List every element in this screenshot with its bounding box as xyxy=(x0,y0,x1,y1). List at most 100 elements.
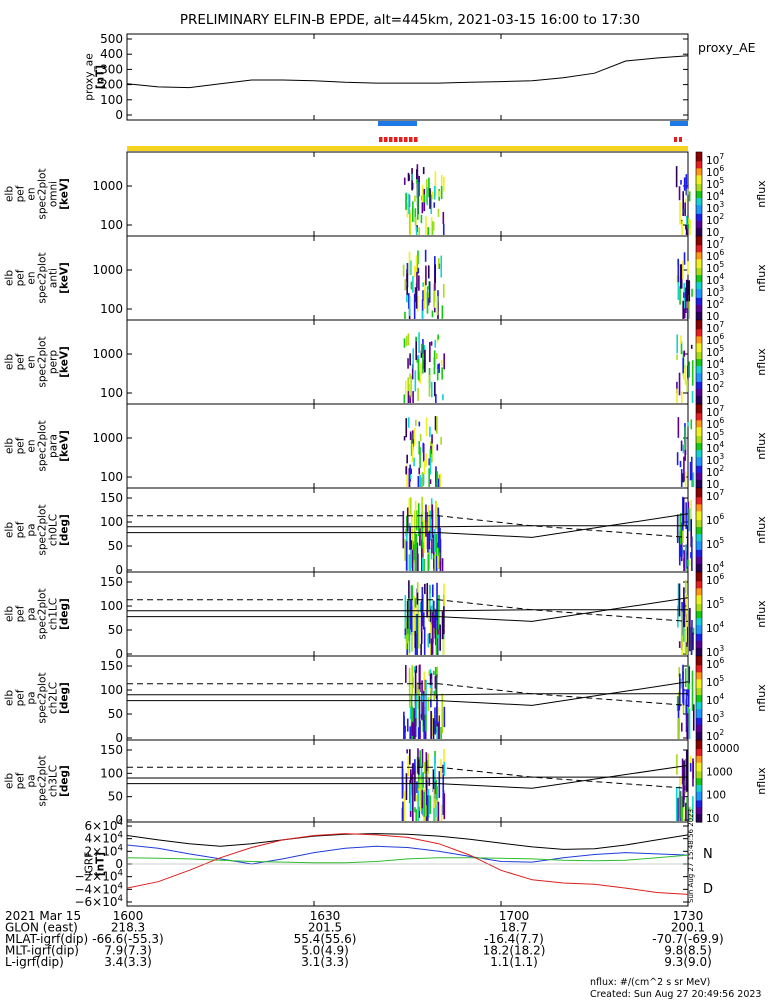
spectro-cell xyxy=(443,761,446,776)
y-axis-label: en xyxy=(26,187,38,200)
spectro-cell xyxy=(679,776,681,786)
colorbar-cell xyxy=(696,260,702,263)
spectro-cell xyxy=(684,544,687,571)
spectro-cell xyxy=(408,598,410,641)
colorbar-cell xyxy=(696,313,702,316)
colorbar-tick-label: 102 xyxy=(706,728,724,743)
colorbar-cell xyxy=(696,614,702,617)
colorbar-cell xyxy=(696,684,702,687)
spectro-cell xyxy=(409,526,411,551)
colorbar-cell xyxy=(696,458,702,461)
colorbar-cell xyxy=(696,650,702,654)
spectro-cell xyxy=(679,201,681,225)
colorbar-cell xyxy=(696,696,702,699)
spectro-cell xyxy=(423,720,425,739)
spectro-cell xyxy=(436,666,439,678)
spectro-cell xyxy=(409,474,412,479)
panel-frame xyxy=(126,151,689,237)
spectro-cell xyxy=(433,534,435,569)
colorbar-cell xyxy=(696,155,702,158)
pa-overlay-line xyxy=(127,681,689,706)
spectro-cell xyxy=(685,552,688,569)
spectro-cell xyxy=(437,334,440,340)
spectro-cell xyxy=(410,260,412,275)
spectro-cell xyxy=(690,456,693,480)
spectro-cell xyxy=(430,524,433,533)
spectro-cell xyxy=(413,607,416,633)
spectro-cell xyxy=(413,457,415,467)
colorbar-cell xyxy=(696,188,702,192)
y-tick-label: 100 xyxy=(100,515,123,529)
colorbar-cell xyxy=(696,269,702,272)
colorbar-cell xyxy=(696,664,702,668)
spectro-cell xyxy=(683,177,686,191)
colorbar-cell xyxy=(696,467,702,470)
spectro-cell xyxy=(688,666,691,684)
spectro-cell xyxy=(428,458,431,466)
colorbar-cell xyxy=(696,355,702,358)
spectro-cell xyxy=(443,748,445,763)
spectro-cell xyxy=(421,299,424,319)
colorbar-cell xyxy=(696,796,702,799)
spectro-cell xyxy=(421,521,424,549)
colorbar-cell xyxy=(696,733,702,736)
spectro-cell xyxy=(678,514,681,542)
spectro-cell xyxy=(690,419,693,430)
colorbar-cell xyxy=(696,666,702,669)
y-axis-label: ch1LC xyxy=(48,598,60,630)
colorbar-cell xyxy=(696,293,702,297)
y-axis-label: [nT] xyxy=(95,65,107,89)
spectro-cell xyxy=(434,675,437,689)
colorbar-cell xyxy=(696,765,702,768)
spectro-cell xyxy=(441,611,444,640)
spectro-cell xyxy=(416,181,419,206)
spectro-cell xyxy=(682,300,684,319)
colorbar-cell xyxy=(696,337,702,340)
spectro-cell xyxy=(409,707,412,720)
y-axis-label: ch2LC xyxy=(48,682,60,714)
colorbar-cell xyxy=(696,750,702,753)
spectro-cell xyxy=(680,678,683,689)
colorbar-cell xyxy=(696,671,702,675)
colorbar-cell xyxy=(696,512,702,515)
colorbar-tick-label: 104 xyxy=(706,692,724,707)
colorbar-cell xyxy=(696,572,702,575)
spectro-cell xyxy=(434,554,436,571)
y-axis-label: pef xyxy=(15,605,27,622)
colorbar-cell xyxy=(696,334,702,337)
colorbar-cell xyxy=(696,468,702,472)
spectro-cell xyxy=(430,548,433,560)
colorbar-tick-label: 10 xyxy=(706,479,719,491)
panel-igrf: IGRF [nT]6×1044×1042×1040−2×104−4×104−6×1… xyxy=(74,809,713,909)
spectro-cell xyxy=(437,364,439,370)
colorbar-cell xyxy=(696,554,702,557)
spectro-cell xyxy=(419,750,421,768)
spectro-cell xyxy=(414,216,417,226)
colorbar-cell xyxy=(696,777,702,780)
spectro-cell xyxy=(415,337,418,360)
spectro-cell xyxy=(412,762,415,775)
spectro-cell xyxy=(438,771,441,798)
spectro-cell xyxy=(691,536,693,571)
spectro-cell xyxy=(427,505,430,534)
spectro-cell xyxy=(689,461,692,481)
colorbar-cell xyxy=(696,762,702,765)
colorbar-cell xyxy=(696,724,702,727)
colorbar-cell xyxy=(696,348,702,351)
spectro-cell xyxy=(684,758,687,792)
colorbar-cell xyxy=(696,295,702,298)
colorbar-cell xyxy=(696,722,702,725)
spectro-cell xyxy=(426,795,429,821)
spectro-cell xyxy=(429,510,431,541)
colorbar-cell xyxy=(696,386,702,389)
x-row-label: MLT-igrf(dip) xyxy=(5,944,79,958)
spectro-cell xyxy=(677,276,680,300)
spectro-cell xyxy=(441,693,444,734)
x-row-value: 201.5 xyxy=(308,921,342,935)
colorbar-cell xyxy=(696,743,702,746)
spectro-cell xyxy=(440,804,443,821)
y-axis-label: pef xyxy=(15,689,27,706)
spectro-cell xyxy=(681,546,683,557)
y-tick-label: 100 xyxy=(100,470,123,484)
colorbar-cell xyxy=(696,232,702,235)
